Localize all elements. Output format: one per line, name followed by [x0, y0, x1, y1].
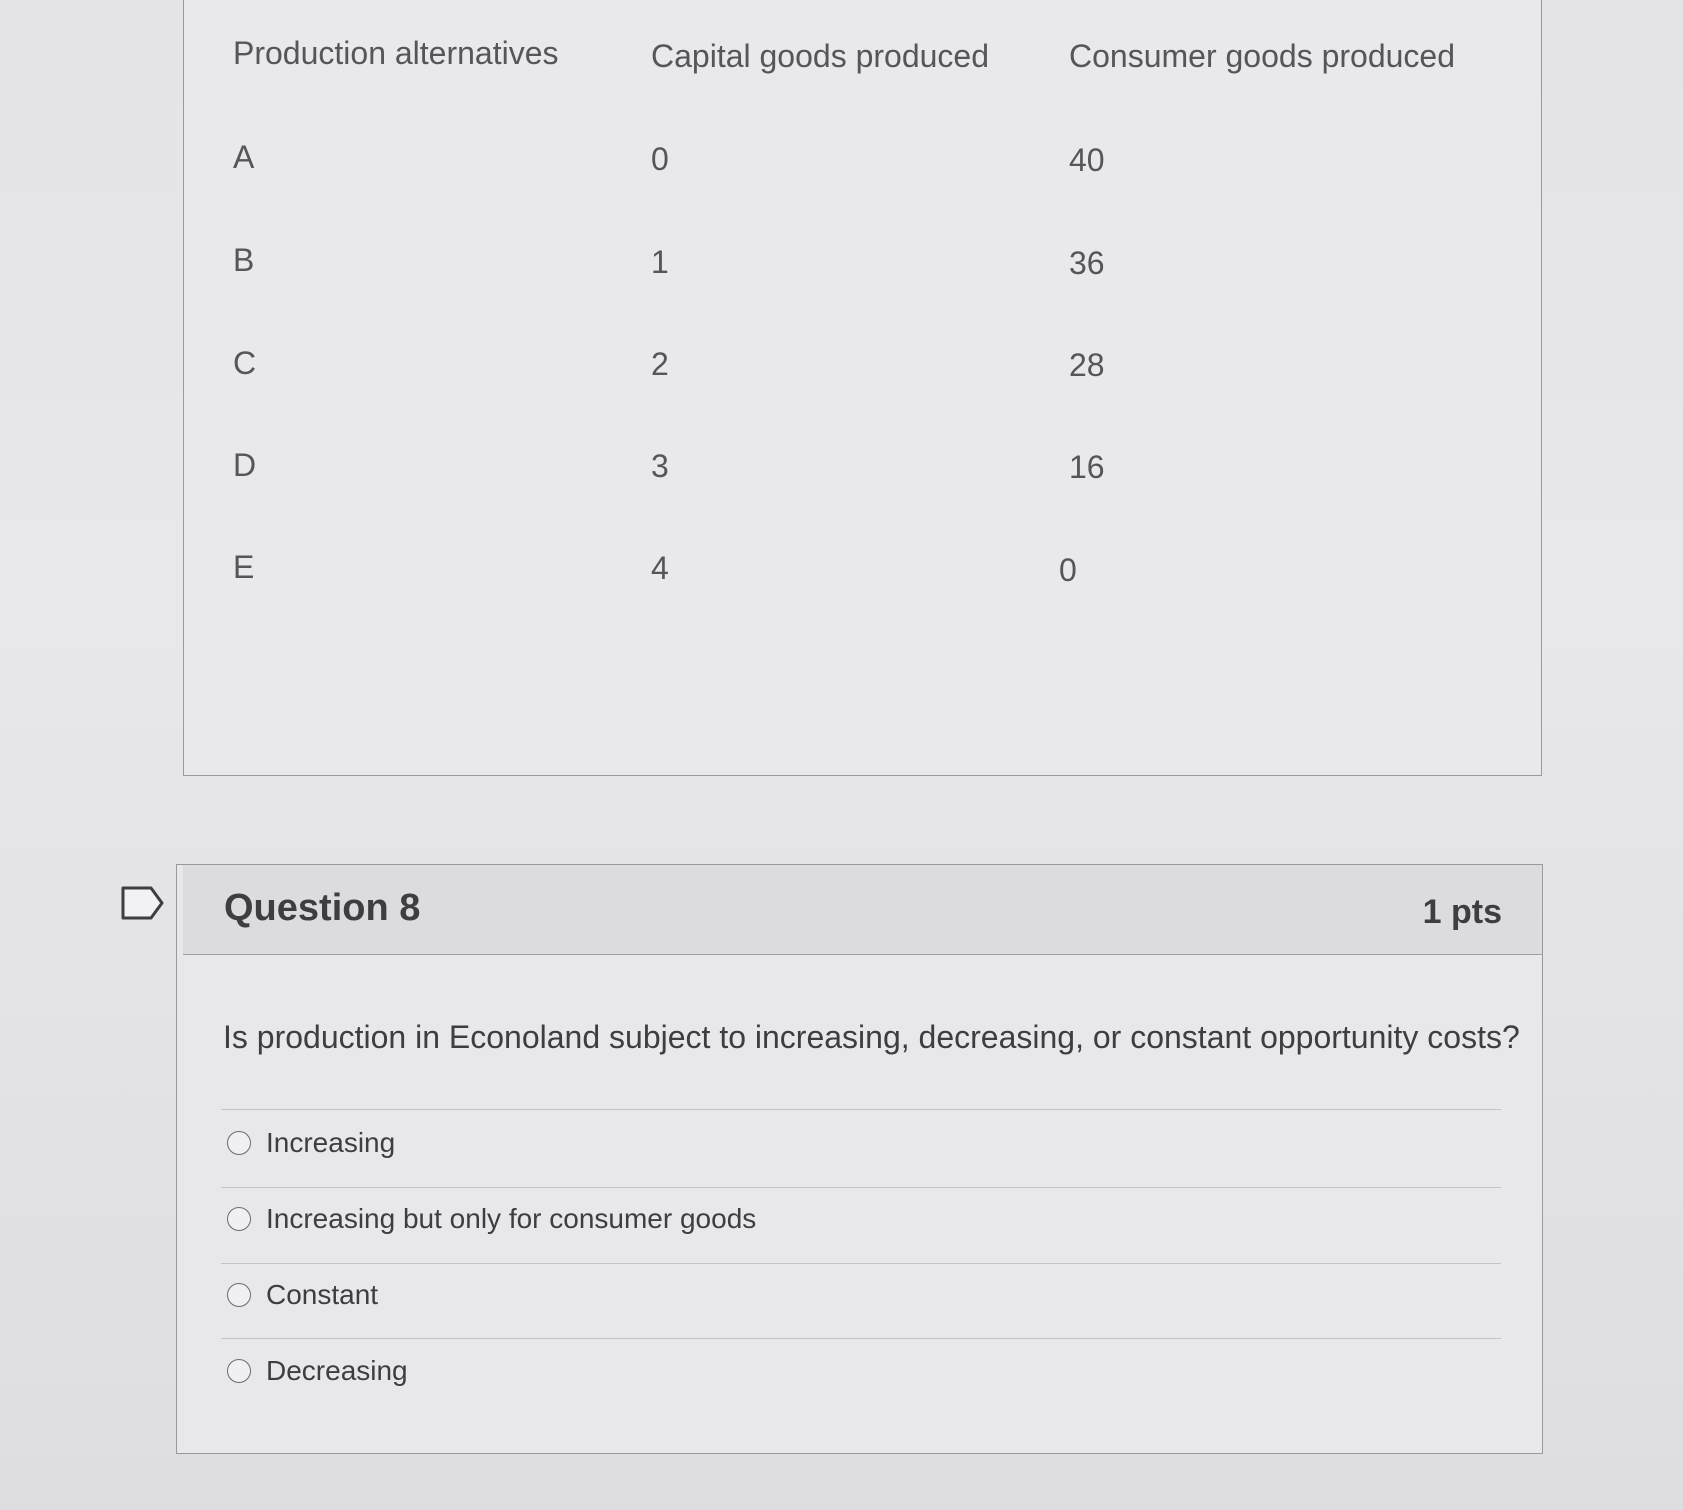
option-label: Increasing [266, 1127, 396, 1158]
question-card: Question 8 1 pts Is production in Econol… [176, 864, 1543, 1454]
radio-button[interactable] [227, 1359, 251, 1383]
radio-button[interactable] [227, 1207, 251, 1231]
cell-d-label: D [233, 447, 257, 483]
cell-d-capital: 3 [651, 448, 669, 484]
cell-b-consumer: 36 [1069, 245, 1105, 281]
header-capital-goods: Capital goods produced [651, 38, 990, 74]
header-production-alternatives: Production alternatives [233, 35, 559, 71]
bookmark-flag-icon[interactable] [121, 886, 165, 925]
cell-b-label: B [233, 242, 255, 278]
option-increasing-consumer-only[interactable]: Increasing but only for consumer goods [227, 1203, 756, 1235]
cell-c-capital: 2 [651, 346, 669, 382]
question-text: Is production in Econoland subject to in… [223, 1019, 1520, 1055]
cell-c-label: C [233, 345, 257, 381]
divider [221, 1109, 1501, 1110]
cell-d-consumer: 16 [1069, 449, 1105, 485]
cell-e-label: E [233, 549, 255, 585]
option-label: Constant [266, 1279, 379, 1310]
cell-c-consumer: 28 [1069, 347, 1105, 383]
option-label: Increasing but only for consumer goods [266, 1203, 757, 1234]
option-decreasing[interactable]: Decreasing [227, 1355, 408, 1387]
cell-e-consumer: 0 [1059, 552, 1077, 588]
option-increasing[interactable]: Increasing [227, 1127, 395, 1159]
cell-a-consumer: 40 [1069, 142, 1105, 178]
data-table: Production alternatives Capital goods pr… [183, 0, 1542, 776]
divider [221, 1187, 1501, 1188]
question-points: 1 pts [1422, 893, 1502, 931]
header-consumer-goods: Consumer goods produced [1069, 38, 1456, 74]
cell-a-capital: 0 [651, 141, 669, 177]
cell-a-label: A [233, 139, 255, 175]
cell-e-capital: 4 [651, 550, 669, 586]
cell-b-capital: 1 [651, 244, 669, 280]
radio-button[interactable] [227, 1283, 251, 1307]
radio-button[interactable] [227, 1131, 251, 1155]
question-title: Question 8 [224, 887, 421, 929]
option-label: Decreasing [266, 1355, 408, 1386]
divider [221, 1338, 1501, 1339]
question-header: Question 8 1 pts [183, 865, 1542, 955]
divider [221, 1263, 1501, 1264]
option-constant[interactable]: Constant [227, 1279, 378, 1311]
